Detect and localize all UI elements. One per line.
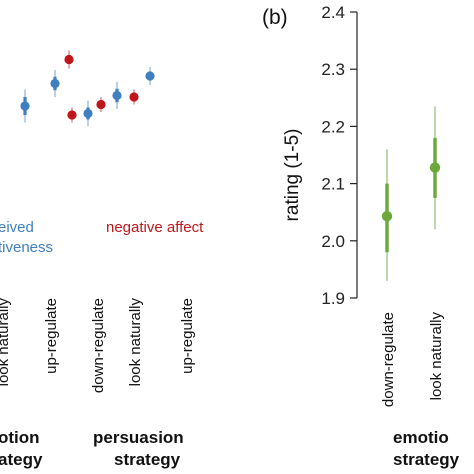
- panel-a-category-label: look naturally: [127, 298, 144, 387]
- panel-a-legend-label-blue: eived: [0, 219, 34, 236]
- panel-b-group-label: strategy: [393, 450, 460, 469]
- panel-b-y-tick-label: 2.0: [321, 232, 345, 251]
- panel-b-point: [429, 162, 441, 173]
- panel-b-category-labels: down-regulate look naturally: [380, 312, 445, 408]
- panel-a-legend-label-blue: tiveness: [0, 239, 53, 256]
- panel-a-group-label: persuasion: [93, 428, 184, 447]
- panel-a-point: [129, 92, 139, 102]
- panel-b: (b) 1.9 2.0 2.1 2.2 2.3 2.4 rating (1-5) down…: [262, 3, 460, 469]
- panel-a-legend-label-red: negative affect: [106, 219, 204, 236]
- panel-b-y-tick-label: 2.4: [321, 3, 345, 22]
- panel-a-category-label: up-regulate: [43, 298, 60, 374]
- panel-b-y-tick-label: 2.1: [321, 175, 345, 194]
- panel-b-group-labels: emotio strategy: [393, 428, 460, 469]
- panel-a-category-label: look naturally: [0, 298, 12, 387]
- panel-b-category-label: look naturally: [428, 312, 445, 401]
- panel-a-group-labels: otion ategy persuasion strategy: [0, 428, 184, 469]
- panel-a-point: [83, 108, 93, 119]
- panel-a-point: [112, 90, 122, 101]
- panel-b-points: [381, 106, 441, 281]
- panel-a-category-labels: look naturally up-regulate down-regulate lo…: [0, 298, 196, 394]
- panel-b-group-label: emotio: [393, 428, 449, 447]
- panel-b-y-tick-label: 2.3: [321, 60, 345, 79]
- panel-a-point: [96, 99, 106, 110]
- panel-a-point: [20, 101, 30, 111]
- panel-a-legend: eived tiveness negative affect: [0, 219, 204, 256]
- panel-b-point: [381, 211, 393, 222]
- panel-a-category-label: down-regulate: [90, 298, 107, 393]
- panel-b-y-ticks: 1.9 2.0 2.1 2.2 2.3 2.4: [321, 3, 357, 308]
- panel-b-y-tick-label: 1.9: [321, 289, 345, 308]
- panel-b-y-axis-label: rating (1-5): [282, 129, 303, 222]
- panel-a: look naturally up-regulate down-regulate lo…: [0, 50, 204, 469]
- panel-a-group-label: strategy: [114, 450, 181, 469]
- panel-b-category-label: down-regulate: [380, 312, 397, 407]
- panel-b-y-tick-label: 2.2: [321, 117, 345, 136]
- panel-a-point: [50, 78, 60, 89]
- panel-a-point: [67, 110, 77, 120]
- panel-a-group-label: ategy: [0, 450, 43, 469]
- panel-a-group-label: otion: [0, 428, 40, 447]
- panel-a-category-label: up-regulate: [179, 298, 196, 374]
- panel-a-points: [20, 50, 155, 127]
- panel-b-label: (b): [262, 6, 288, 29]
- panel-a-point: [145, 71, 155, 81]
- panel-a-point: [64, 54, 74, 65]
